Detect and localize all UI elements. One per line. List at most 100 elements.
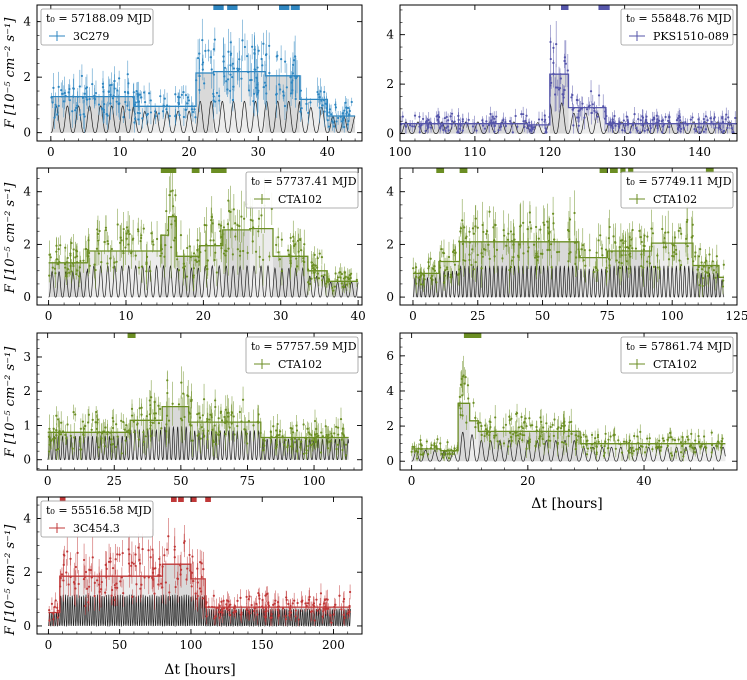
data-point bbox=[644, 120, 647, 123]
data-point bbox=[466, 384, 470, 387]
chart-panel-2: 100 110 120 130 140 0 2 4 t₀ = 55848.76 MJD PKS15… bbox=[386, 4, 738, 159]
data-point bbox=[595, 451, 598, 454]
data-point bbox=[458, 395, 461, 398]
data-point bbox=[222, 60, 225, 63]
data-point bbox=[153, 592, 156, 595]
data-point bbox=[167, 419, 171, 422]
data-point bbox=[134, 254, 137, 257]
data-point bbox=[545, 422, 548, 425]
data-point bbox=[639, 119, 642, 122]
data-point bbox=[120, 419, 123, 422]
data-point bbox=[213, 617, 216, 620]
data-point bbox=[413, 445, 416, 448]
data-point bbox=[704, 445, 707, 449]
data-point bbox=[348, 282, 352, 285]
data-point bbox=[82, 259, 85, 262]
data-point bbox=[71, 447, 74, 450]
data-point bbox=[159, 95, 162, 98]
data-point bbox=[627, 267, 630, 270]
data-point bbox=[186, 567, 189, 570]
data-point bbox=[490, 119, 493, 122]
data-point bbox=[254, 250, 258, 253]
data-point bbox=[48, 253, 51, 256]
exposure-curve bbox=[48, 264, 359, 298]
data-point bbox=[220, 600, 223, 603]
legend-box bbox=[245, 336, 359, 374]
data-point bbox=[328, 108, 332, 111]
data-point bbox=[617, 439, 620, 442]
legend-source-label: CTA102 bbox=[653, 193, 697, 206]
data-point bbox=[196, 56, 200, 60]
data-point bbox=[704, 115, 708, 118]
data-point bbox=[675, 118, 679, 122]
plot-area bbox=[400, 21, 737, 134]
data-point bbox=[671, 438, 674, 441]
data-point bbox=[339, 417, 343, 421]
x-tick-label: 50 bbox=[173, 474, 188, 488]
data-point bbox=[245, 595, 248, 598]
data-point bbox=[559, 77, 562, 80]
y-tick-label: 0 bbox=[386, 127, 394, 141]
data-point bbox=[418, 275, 422, 278]
data-point bbox=[310, 610, 314, 613]
block-fill bbox=[527, 124, 550, 134]
data-point bbox=[222, 226, 226, 229]
data-point bbox=[178, 96, 181, 99]
data-point bbox=[309, 101, 312, 104]
data-point bbox=[315, 427, 318, 431]
data-point bbox=[312, 263, 315, 266]
data-point bbox=[681, 444, 684, 448]
data-point bbox=[60, 573, 64, 576]
data-point bbox=[116, 553, 119, 556]
data-point bbox=[222, 252, 226, 255]
data-point bbox=[155, 237, 159, 241]
data-point bbox=[585, 108, 589, 111]
data-point bbox=[224, 433, 227, 436]
data-point bbox=[648, 262, 651, 265]
data-point bbox=[297, 250, 300, 253]
data-point bbox=[481, 223, 484, 227]
data-point bbox=[425, 440, 428, 443]
data-point bbox=[272, 425, 275, 428]
data-point bbox=[212, 73, 216, 76]
data-point bbox=[94, 91, 98, 95]
data-point bbox=[453, 263, 457, 266]
data-point bbox=[238, 224, 241, 228]
data-point bbox=[121, 551, 124, 555]
data-point bbox=[289, 76, 292, 79]
legend-t0-label: t₀ = 57749.11 MJD bbox=[626, 175, 732, 188]
data-point bbox=[703, 120, 706, 124]
data-point bbox=[696, 268, 699, 271]
data-point bbox=[185, 275, 189, 278]
data-point bbox=[504, 423, 508, 426]
data-point bbox=[73, 436, 76, 439]
data-point bbox=[283, 60, 287, 63]
data-point bbox=[639, 444, 643, 448]
data-point bbox=[72, 410, 75, 414]
data-point bbox=[245, 608, 248, 611]
data-point bbox=[660, 445, 663, 449]
data-point bbox=[512, 433, 515, 436]
data-point bbox=[149, 270, 152, 273]
data-point bbox=[684, 440, 687, 443]
legend-box bbox=[620, 8, 734, 46]
legend-source-label: 3C279 bbox=[73, 30, 109, 43]
flare-bar bbox=[599, 168, 608, 173]
data-point bbox=[303, 260, 306, 264]
data-point bbox=[137, 266, 141, 269]
data-point bbox=[552, 61, 555, 64]
data-point bbox=[78, 85, 81, 88]
data-point bbox=[464, 237, 468, 240]
data-point bbox=[590, 111, 593, 115]
data-point bbox=[565, 443, 568, 446]
data-point bbox=[310, 261, 314, 264]
data-point bbox=[238, 410, 242, 414]
flare-bar bbox=[59, 497, 66, 502]
flare-bar bbox=[190, 497, 197, 502]
data-point bbox=[79, 448, 82, 451]
data-point bbox=[504, 120, 507, 124]
data-point bbox=[140, 583, 143, 586]
data-point bbox=[661, 227, 664, 231]
data-point bbox=[574, 434, 577, 437]
data-point bbox=[226, 88, 229, 91]
